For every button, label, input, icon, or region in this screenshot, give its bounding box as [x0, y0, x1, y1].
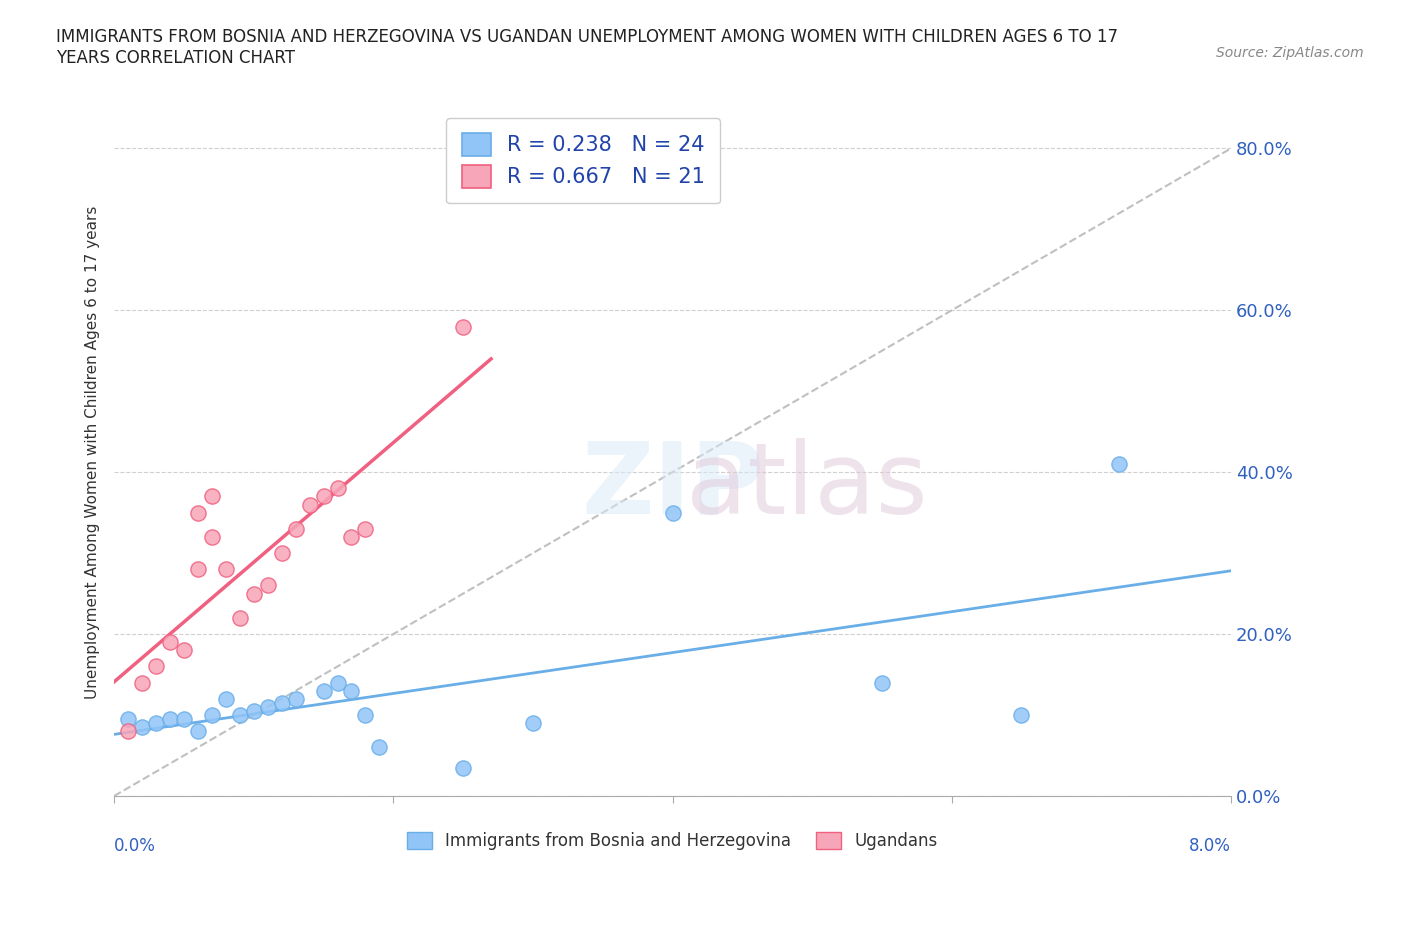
Text: IMMIGRANTS FROM BOSNIA AND HERZEGOVINA VS UGANDAN UNEMPLOYMENT AMONG WOMEN WITH : IMMIGRANTS FROM BOSNIA AND HERZEGOVINA V… [56, 28, 1118, 67]
Point [870, 675, 893, 690]
Point [131, 675, 153, 690]
Point [201, 489, 224, 504]
Point [1108, 457, 1130, 472]
Point [145, 716, 167, 731]
Text: Source: ZipAtlas.com: Source: ZipAtlas.com [1216, 46, 1364, 60]
Point [661, 505, 683, 520]
Point [159, 634, 181, 649]
Point [173, 711, 195, 726]
Point [145, 659, 167, 674]
Point [298, 498, 321, 512]
Point [187, 505, 209, 520]
Point [131, 720, 153, 735]
Point [270, 546, 292, 561]
Point [284, 522, 307, 537]
Point [187, 562, 209, 577]
Point [368, 740, 391, 755]
Point [117, 711, 139, 726]
Point [173, 643, 195, 658]
Point [242, 586, 264, 601]
Point [326, 675, 349, 690]
Point [229, 708, 252, 723]
Point [451, 319, 474, 334]
Point [270, 696, 292, 711]
Point [187, 724, 209, 738]
Point [201, 708, 224, 723]
Text: 8.0%: 8.0% [1189, 837, 1230, 856]
Point [215, 691, 238, 706]
Point [326, 481, 349, 496]
Point [312, 489, 335, 504]
Legend: Immigrants from Bosnia and Herzegovina, Ugandans: Immigrants from Bosnia and Herzegovina, … [401, 825, 945, 857]
Point [201, 529, 224, 544]
Y-axis label: Unemployment Among Women with Children Ages 6 to 17 years: Unemployment Among Women with Children A… [86, 206, 100, 698]
Point [1011, 708, 1033, 723]
Text: ZIP: ZIP [581, 438, 763, 535]
Point [256, 699, 278, 714]
Point [215, 562, 238, 577]
Point [242, 703, 264, 718]
Text: 0.0%: 0.0% [114, 837, 156, 856]
Point [340, 529, 363, 544]
Point [159, 711, 181, 726]
Point [256, 578, 278, 593]
Point [451, 760, 474, 775]
Point [229, 610, 252, 625]
Point [284, 691, 307, 706]
Point [312, 684, 335, 698]
Text: atlas: atlas [686, 438, 928, 535]
Point [354, 708, 377, 723]
Point [354, 522, 377, 537]
Point [522, 716, 544, 731]
Point [340, 684, 363, 698]
Point [117, 724, 139, 738]
